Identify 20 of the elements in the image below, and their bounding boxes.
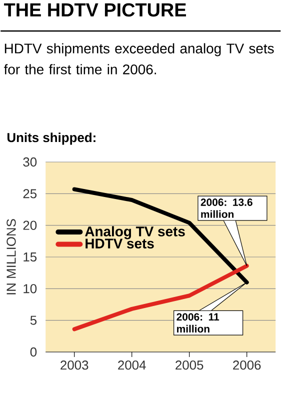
chart-subtitle: HDTV shipments exceeded analog TV sets for the first time in 2006. xyxy=(4,43,274,74)
x-tick-label: 2006 xyxy=(232,360,261,370)
x-tick-label: 2004 xyxy=(118,360,146,370)
line-series xyxy=(72,264,249,332)
chart-title: THE HDTV PICTURE xyxy=(4,3,186,17)
text: Units shipped: xyxy=(7,132,96,145)
y-axis-title: IN MILLIONS xyxy=(6,219,16,294)
x-tick-label: 2003 xyxy=(60,360,88,370)
x-tick-label: 2005 xyxy=(176,360,204,370)
y-tick-label: 30 xyxy=(23,157,36,167)
y-tick-label: 10 xyxy=(24,284,36,294)
y-tick-label: 15 xyxy=(24,252,36,262)
y-tick-label: 25 xyxy=(23,189,36,198)
annotation: 2006: 13.6 million xyxy=(200,198,252,218)
legend-label: HDTV sets xyxy=(86,238,154,248)
y-tick-label: 5 xyxy=(30,316,36,325)
legend-label: Analog TV sets xyxy=(84,226,185,240)
y-tick-label: 20 xyxy=(23,220,36,230)
annotation: 2006: 11 million xyxy=(176,313,219,333)
y-tick-label: 0 xyxy=(30,347,36,357)
